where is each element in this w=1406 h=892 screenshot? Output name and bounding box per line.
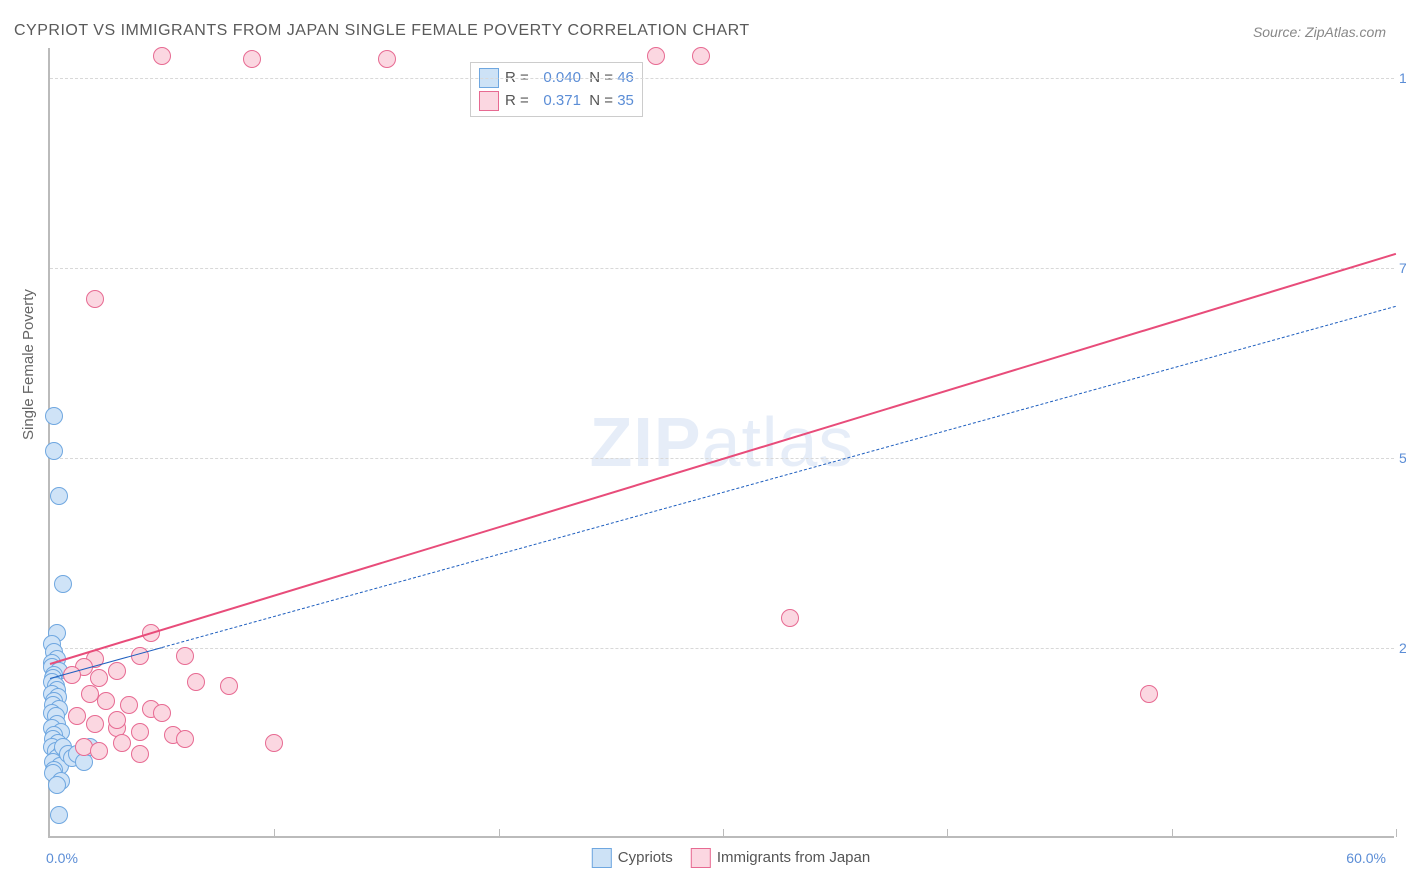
- x-tick: [274, 829, 275, 837]
- data-point: [45, 442, 63, 460]
- source-label: Source: ZipAtlas.com: [1253, 24, 1386, 40]
- data-point: [120, 696, 138, 714]
- data-point: [45, 407, 63, 425]
- regression-stat-row: R = 0.371 N = 35: [479, 90, 634, 113]
- data-point: [86, 715, 104, 733]
- gridline: [50, 268, 1394, 269]
- data-point: [265, 734, 283, 752]
- x-axis-min-label: 0.0%: [46, 850, 78, 866]
- data-point: [692, 47, 710, 65]
- data-point: [68, 707, 86, 725]
- y-tick-label: 75.0%: [1399, 260, 1406, 276]
- watermark: ZIPatlas: [590, 402, 855, 482]
- chart-title: CYPRIOT VS IMMIGRANTS FROM JAPAN SINGLE …: [14, 22, 750, 40]
- data-point: [97, 692, 115, 710]
- x-axis-max-label: 60.0%: [1346, 850, 1386, 866]
- data-point: [378, 50, 396, 68]
- data-point: [176, 647, 194, 665]
- data-point: [90, 742, 108, 760]
- y-tick-label: 100.0%: [1399, 70, 1406, 86]
- data-point: [113, 734, 131, 752]
- gridline: [50, 648, 1394, 649]
- data-point: [781, 609, 799, 627]
- data-point: [86, 290, 104, 308]
- data-point: [153, 47, 171, 65]
- data-point: [63, 666, 81, 684]
- legend-label: Immigrants from Japan: [717, 849, 870, 866]
- y-tick-label: 25.0%: [1399, 640, 1406, 656]
- data-point: [48, 776, 66, 794]
- gridline: [50, 78, 1394, 79]
- x-tick: [947, 829, 948, 837]
- x-tick: [1172, 829, 1173, 837]
- legend-swatch: [592, 848, 612, 868]
- data-point: [647, 47, 665, 65]
- y-tick-label: 50.0%: [1399, 450, 1406, 466]
- data-point: [131, 723, 149, 741]
- legend-swatch: [691, 848, 711, 868]
- data-point: [176, 730, 194, 748]
- data-point: [220, 677, 238, 695]
- x-tick: [1396, 829, 1397, 837]
- x-tick: [499, 829, 500, 837]
- y-axis-label: Single Female Poverty: [20, 289, 37, 440]
- data-point: [187, 673, 205, 691]
- x-tick: [723, 829, 724, 837]
- data-point: [1140, 685, 1158, 703]
- regression-stats-box: R = 0.040 N = 46R = 0.371 N = 35: [470, 62, 643, 117]
- regression-line: [162, 306, 1396, 648]
- legend-label: Cypriots: [618, 849, 673, 866]
- data-point: [131, 745, 149, 763]
- data-point: [243, 50, 261, 68]
- data-point: [50, 806, 68, 824]
- data-point: [50, 487, 68, 505]
- data-point: [108, 662, 126, 680]
- scatter-plot: ZIPatlas R = 0.040 N = 46R = 0.371 N = 3…: [48, 48, 1394, 838]
- data-point: [54, 575, 72, 593]
- data-point: [153, 704, 171, 722]
- series-legend: Cypriots Immigrants from Japan: [574, 848, 870, 868]
- data-point: [108, 711, 126, 729]
